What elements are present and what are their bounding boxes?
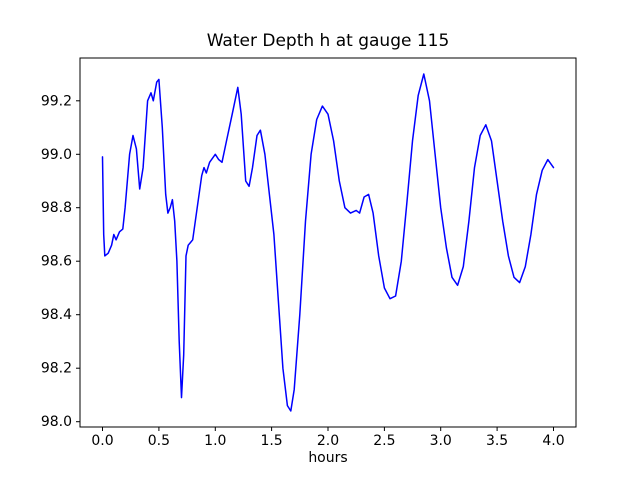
y-tick-label: 98.2	[41, 361, 72, 377]
x-tick-label: 0.5	[148, 433, 170, 449]
axes-spine	[79, 57, 577, 428]
x-tick-label: 3.0	[430, 433, 452, 449]
y-tick-label: 99.0	[41, 147, 72, 163]
x-tick-label: 4.0	[542, 433, 564, 449]
x-tick-label: 0.0	[91, 433, 113, 449]
y-tick-label: 98.4	[41, 307, 72, 323]
y-tick-label: 98.8	[41, 200, 72, 216]
x-tick-label: 2.0	[317, 433, 339, 449]
x-axis-label: hours	[308, 450, 348, 466]
x-tick-label: 3.5	[486, 433, 508, 449]
x-tick-label: 2.5	[373, 433, 395, 449]
chart-title: Water Depth h at gauge 115	[206, 31, 450, 51]
y-tick-label: 99.2	[41, 93, 72, 109]
y-tick-label: 98.0	[41, 414, 72, 430]
y-tick-label: 98.6	[41, 254, 72, 270]
x-tick-label: 1.0	[204, 433, 226, 449]
data-line	[101, 73, 555, 412]
x-tick-label: 1.5	[260, 433, 282, 449]
